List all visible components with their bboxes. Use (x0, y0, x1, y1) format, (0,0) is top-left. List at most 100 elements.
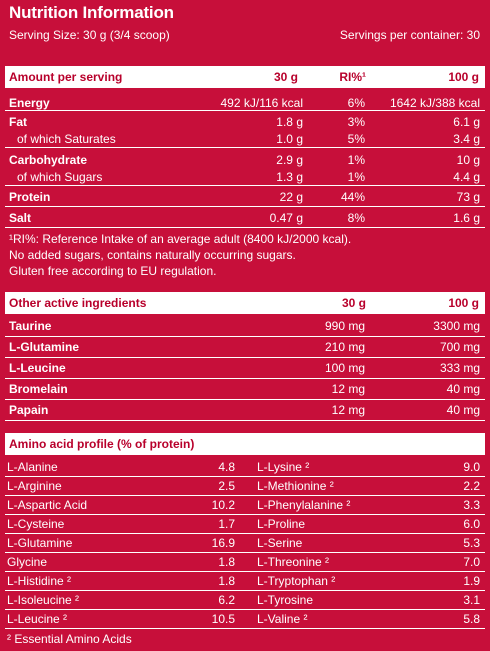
value-ri: 5% (347, 132, 365, 146)
amino-value: 1.7 (218, 517, 235, 531)
amino-value: 7.0 (463, 555, 480, 569)
row-divider (5, 399, 485, 400)
row-divider (5, 420, 485, 421)
value-30g: 1.0 g (276, 132, 303, 146)
ingredient-label: Taurine (9, 319, 52, 333)
nutrient-label: Fat (9, 115, 27, 129)
amino-value: 10.2 (211, 498, 235, 512)
header-ri: RI%¹ (339, 70, 366, 84)
amino-value: 6.2 (218, 593, 235, 607)
value-100g: 1642 kJ/388 kcal (389, 96, 480, 110)
amino-name: L-Cysteine (7, 517, 65, 531)
value-30g: 12 mg (331, 403, 365, 417)
row-divider (5, 206, 485, 207)
nutrition-row: Energy 492 kJ/116 kcal 6% 1642 kJ/388 kcal (0, 94, 490, 112)
ingredient-row: Papain 12 mg 40 mg (0, 401, 490, 419)
amino-row: L-Alanine 4.8 L-Lysine ² 9.0 (0, 458, 490, 476)
amino-header-label: Amino acid profile (% of protein) (9, 437, 195, 451)
value-100g: 333 mg (439, 361, 480, 375)
row-divider (5, 628, 485, 629)
other-header-label: Other active ingredients (9, 296, 147, 310)
amino-name: L-Arginine (7, 479, 62, 493)
amino-value: 4.8 (218, 460, 235, 474)
value-ri: 8% (347, 211, 365, 225)
note-gluten: Gluten free according to EU regulation. (9, 264, 217, 278)
amino-name: L-Proline (257, 517, 306, 531)
amino-value: 2.2 (463, 479, 480, 493)
amino-name: L-Histidine ² (7, 574, 72, 588)
ingredient-label: Bromelain (9, 382, 68, 396)
value-30g: 1.3 g (276, 170, 303, 184)
other-header-30g: 30 g (341, 296, 366, 310)
nutrition-row: Salt 0.47 g 8% 1.6 g (0, 209, 490, 227)
amino-value: 5.8 (463, 612, 480, 626)
amino-row: L-Arginine 2.5 L-Methionine ² 2.2 (0, 477, 490, 495)
note-sugars: No added sugars, contains naturally occu… (9, 248, 296, 262)
amino-value: 2.5 (218, 479, 235, 493)
ingredient-row: Bromelain 12 mg 40 mg (0, 380, 490, 398)
value-30g: 0.47 g (269, 211, 303, 225)
amino-name: L-Tryptophan ² (257, 574, 336, 588)
amino-name: L-Leucine ² (7, 612, 68, 626)
amino-header: Amino acid profile (% of protein) (5, 433, 485, 455)
row-divider (5, 185, 485, 186)
amino-row: L-Isoleucine ² 6.2 L-Tyrosine 3.1 (0, 591, 490, 609)
amino-value: 16.9 (211, 536, 235, 550)
value-100g: 10 g (456, 153, 480, 167)
row-divider (5, 609, 485, 610)
amino-value: 3.1 (463, 593, 480, 607)
ingredient-label: L-Leucine (9, 361, 66, 375)
row-divider (5, 495, 485, 496)
amino-name: L-Valine ² (257, 612, 308, 626)
value-100g: 40 mg (446, 382, 480, 396)
ingredient-row: Taurine 990 mg 3300 mg (0, 317, 490, 335)
amino-name: L-Glutamine (7, 536, 73, 550)
value-100g: 3300 mg (433, 319, 480, 333)
amino-row: L-Glutamine 16.9 L-Serine 5.3 (0, 534, 490, 552)
amino-row: Glycine 1.8 L-Threonine ² 7.0 (0, 553, 490, 571)
row-divider (5, 147, 485, 148)
value-ri: 3% (347, 115, 365, 129)
ingredient-label: L-Glutamine (9, 340, 80, 354)
row-divider (5, 378, 485, 379)
value-30g: 22 g (279, 190, 303, 204)
row-divider (5, 590, 485, 591)
value-100g: 40 mg (446, 403, 480, 417)
nutrition-row: Protein 22 g 44% 73 g (0, 188, 490, 206)
value-30g: 990 mg (324, 319, 365, 333)
serving-size: Serving Size: 30 g (3/4 scoop) (9, 28, 170, 42)
row-divider (5, 571, 485, 572)
row-divider (5, 110, 485, 111)
value-100g: 73 g (456, 190, 480, 204)
value-100g: 6.1 g (453, 115, 480, 129)
nutrition-header: Amount per serving 30 g RI%¹ 100 g (5, 66, 485, 88)
row-divider (5, 533, 485, 534)
nutrition-row: Carbohydrate 2.9 g 1% 10 g (0, 151, 490, 169)
amino-name: L-Phenylalanine ² (257, 498, 351, 512)
value-100g: 3.4 g (453, 132, 480, 146)
nutrient-label: Protein (9, 190, 51, 204)
note-ri: ¹RI%: Reference Intake of an average adu… (9, 232, 352, 246)
amino-name: L-Methionine ² (257, 479, 334, 493)
amino-name: L-Lysine ² (257, 460, 310, 474)
value-ri: 1% (347, 170, 365, 184)
other-header-100g: 100 g (448, 296, 479, 310)
amino-value: 1.8 (218, 555, 235, 569)
amino-name: L-Serine (257, 536, 303, 550)
row-divider (5, 357, 485, 358)
amino-value: 10.5 (211, 612, 235, 626)
amino-row: L-Leucine ² 10.5 L-Valine ² 5.8 (0, 610, 490, 628)
amino-row: L-Aspartic Acid 10.2 L-Phenylalanine ² 3.3 (0, 496, 490, 514)
amino-name: L-Threonine ² (257, 555, 330, 569)
header-amount: Amount per serving (9, 70, 123, 84)
amino-name: L-Isoleucine ² (7, 593, 80, 607)
amino-value: 3.3 (463, 498, 480, 512)
other-header: Other active ingredients 30 g 100 g (5, 292, 485, 314)
value-30g: 100 mg (324, 361, 365, 375)
nutrient-label: of which Saturates (17, 132, 116, 146)
ingredient-row: L-Glutamine 210 mg 700 mg (0, 338, 490, 356)
value-ri: 6% (347, 96, 365, 110)
value-30g: 12 mg (331, 382, 365, 396)
amino-value: 6.0 (463, 517, 480, 531)
nutrition-row: Fat 1.8 g 3% 6.1 g (0, 113, 490, 131)
